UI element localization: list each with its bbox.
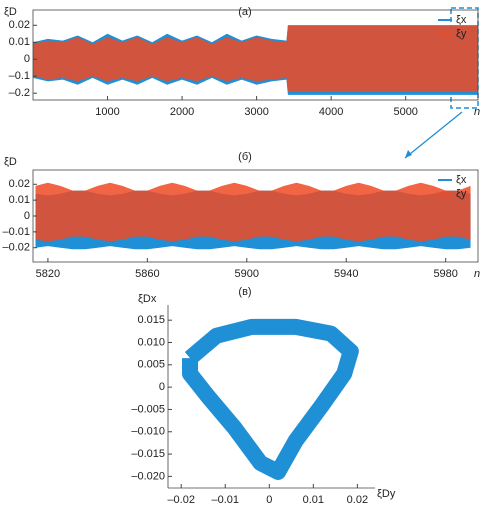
x-tick-label: 5820	[36, 268, 60, 280]
x-tick-label: 1000	[95, 106, 119, 118]
legend-label: ξy	[456, 28, 467, 40]
y-tick-label: –0.02	[2, 242, 30, 254]
x-tick-label: –0.01	[211, 494, 239, 506]
y-tick-label: –0.2	[9, 87, 30, 99]
y-tick-label: 0.010	[137, 336, 165, 348]
x-tick-label: 5940	[334, 268, 358, 280]
x-tick-label: 5860	[135, 268, 159, 280]
y-tick-label: 0.02	[9, 19, 30, 31]
x-tick-label: 4000	[319, 106, 343, 118]
panel-title: (б)	[238, 151, 252, 163]
y-axis-label: ξD	[4, 6, 17, 18]
panel-title: (а)	[238, 6, 251, 18]
y-tick-label: 0.01	[9, 194, 30, 206]
y-tick-label: 0	[24, 53, 30, 65]
legend-label: ξy	[456, 188, 467, 200]
y-tick-label: –0.005	[131, 403, 165, 415]
x-tick-label: 5900	[235, 268, 259, 280]
arrow-head	[405, 150, 412, 158]
x-tick-label: 0	[266, 494, 272, 506]
x-tick-label: 3000	[244, 106, 268, 118]
x-axis-label: n	[474, 268, 480, 280]
y-tick-label: –0.015	[131, 448, 165, 460]
panel-title: (в)	[238, 286, 251, 298]
y-tick-label: –0.020	[131, 470, 165, 482]
y-tick-label: 0	[24, 210, 30, 222]
x-tick-label: 2000	[170, 106, 194, 118]
y-tick-label: 0.01	[9, 36, 30, 48]
y-tick-label: –0.1	[9, 70, 30, 82]
y-tick-label: –0.010	[131, 426, 165, 438]
y-axis-label: ξD	[4, 156, 17, 168]
y-tick-label: 0.005	[137, 359, 165, 371]
x-tick-label: –0.02	[167, 494, 195, 506]
x-tick-label: 5000	[393, 106, 417, 118]
y-tick-label: 0.02	[9, 178, 30, 190]
zoom-arrow	[404, 111, 463, 159]
band-area	[35, 182, 471, 242]
x-tick-label: 5980	[433, 268, 457, 280]
legend-label: ξx	[456, 174, 467, 186]
x-axis-label: n	[474, 106, 480, 118]
y-tick-label: 0	[159, 381, 165, 393]
x-tick-label: 0.01	[303, 494, 324, 506]
y-tick-label: 0.015	[137, 314, 165, 326]
band-area	[33, 25, 478, 92]
legend-label: ξx	[456, 14, 467, 26]
x-axis-label: ξDy	[377, 488, 396, 500]
trajectory-band	[182, 318, 359, 480]
y-tick-label: –0.01	[2, 226, 30, 238]
y-axis-label: ξDx	[138, 293, 157, 305]
x-tick-label: 0.02	[347, 494, 368, 506]
plot-frame	[32, 9, 479, 101]
